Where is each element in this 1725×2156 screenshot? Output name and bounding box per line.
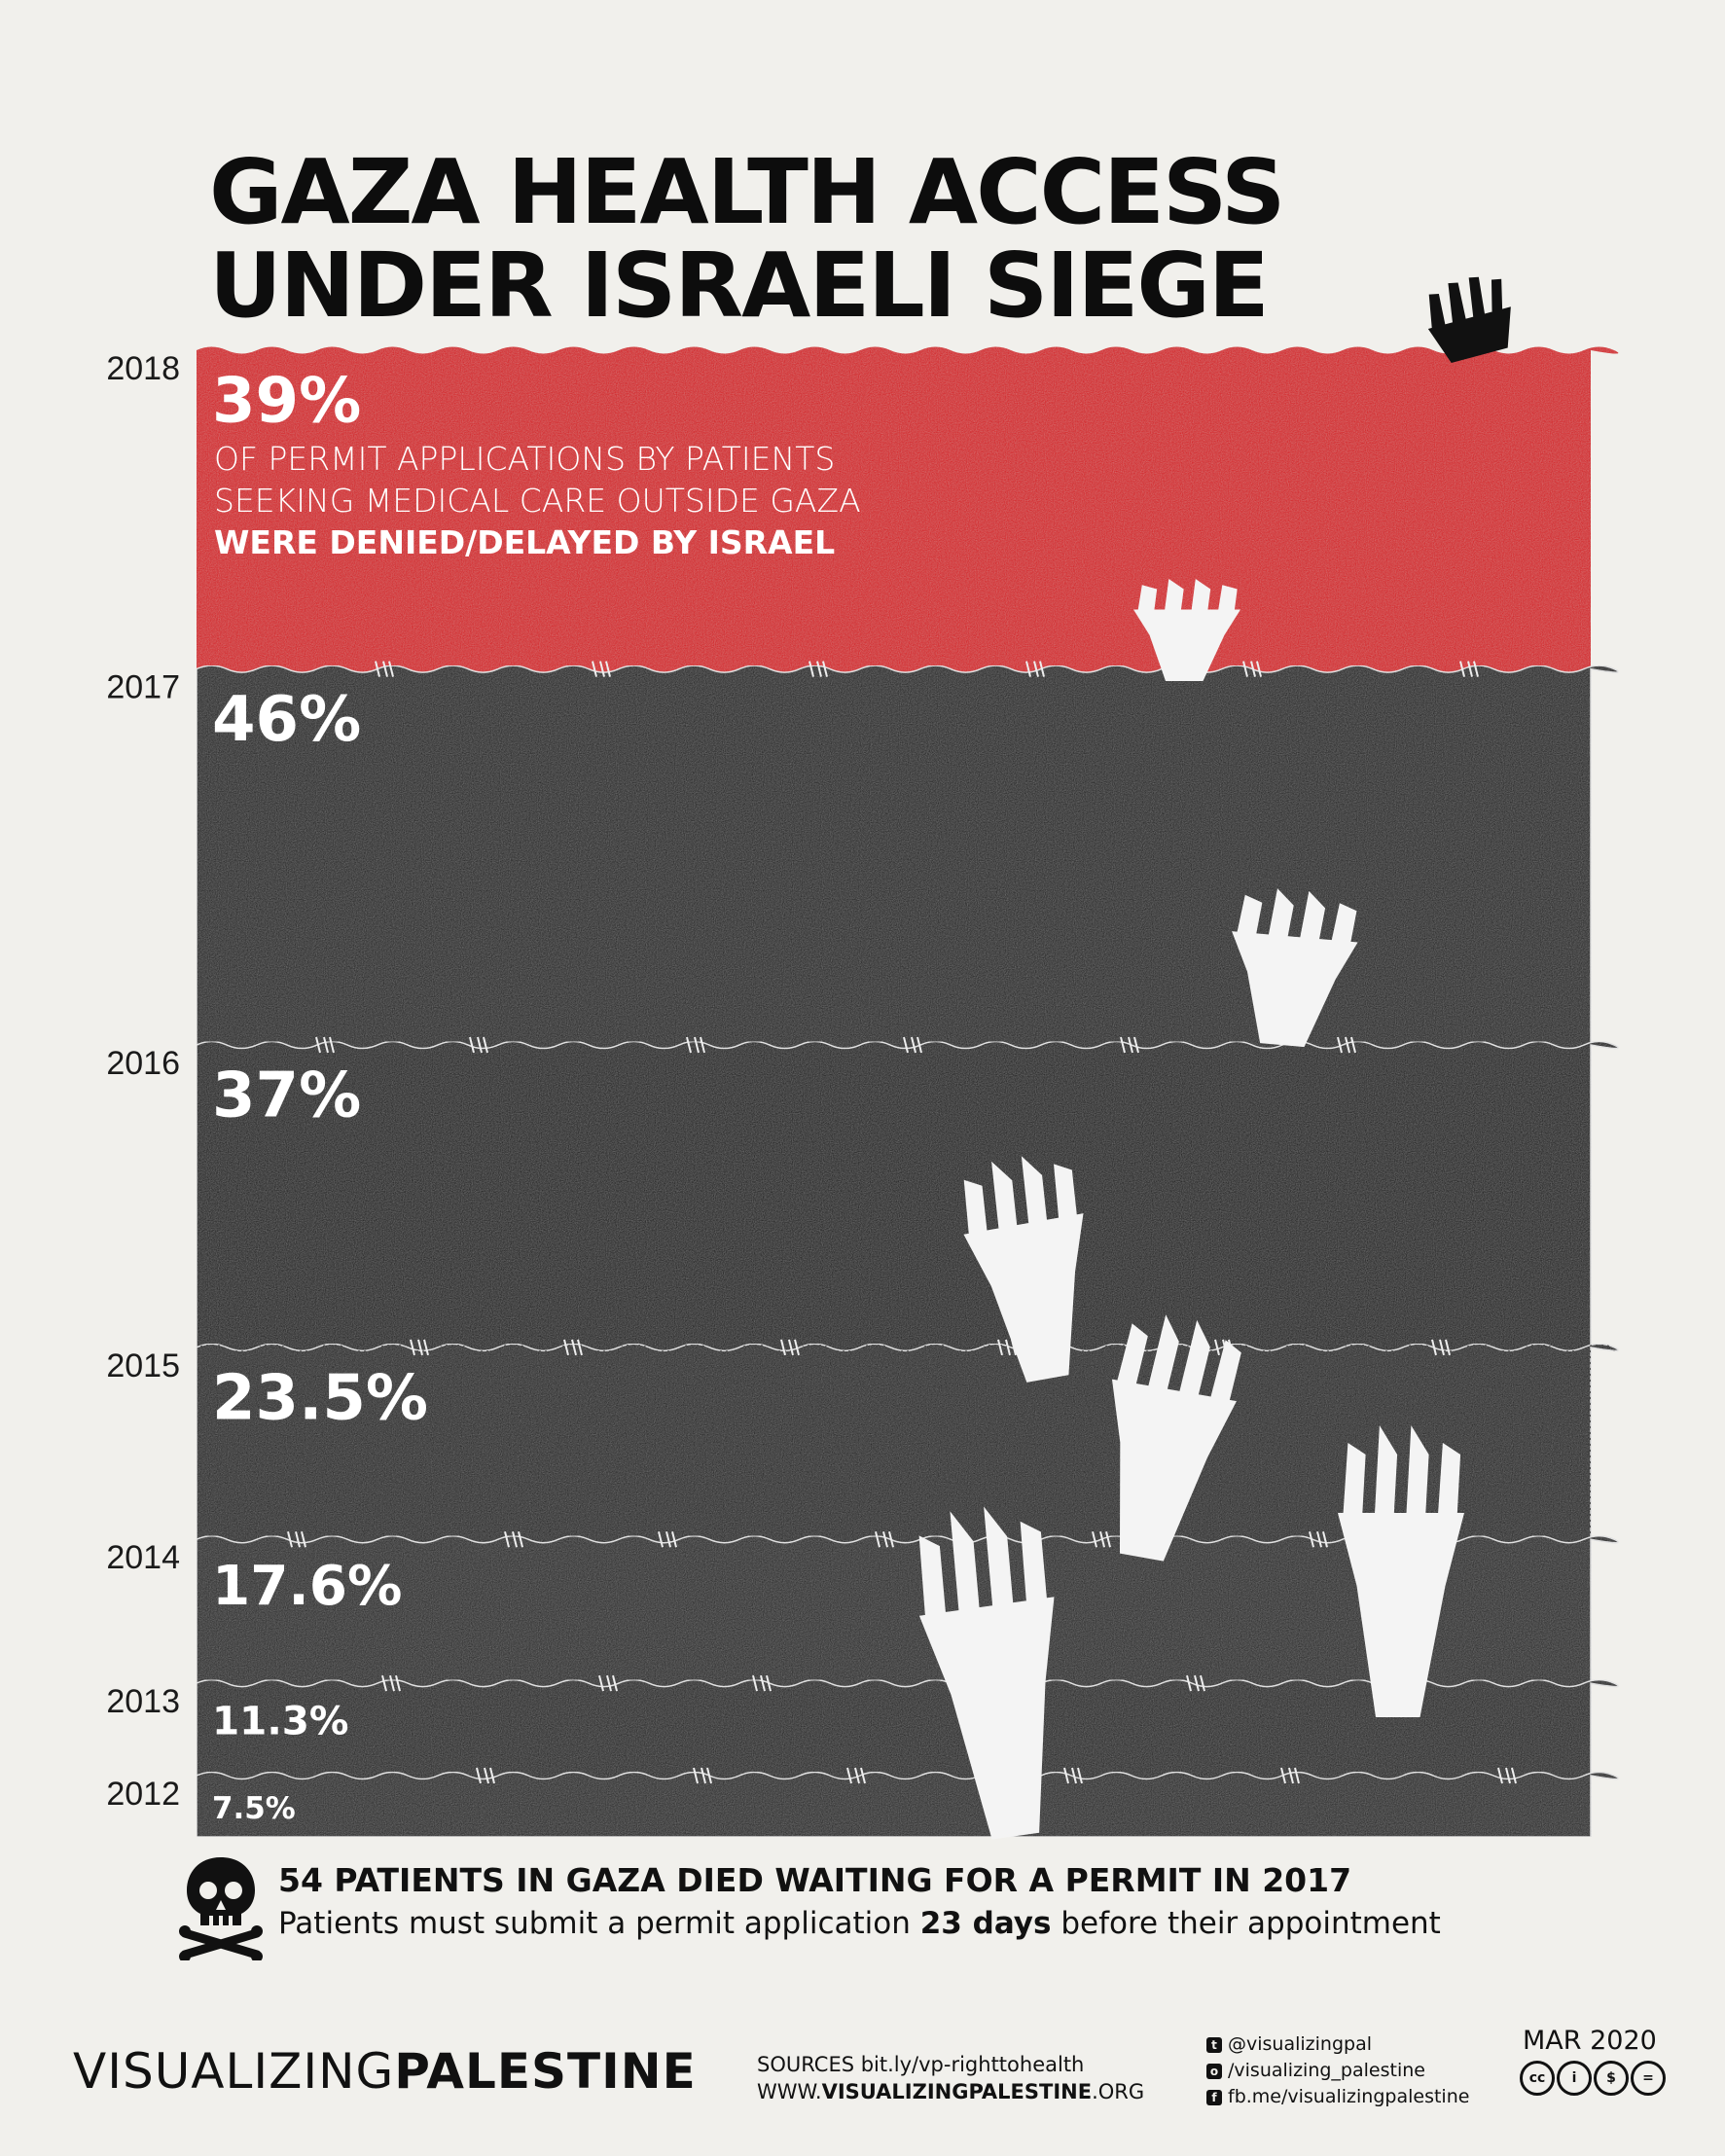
barbed-wire-knot — [903, 1036, 922, 1054]
bar-texture-2015 — [197, 1344, 1619, 1540]
cc-icon: cc — [1520, 2061, 1555, 2096]
barbed-wire-knot — [1309, 1530, 1328, 1548]
barbed-wire-knot — [410, 1339, 429, 1356]
barbed-wire-knot — [1337, 1036, 1356, 1054]
by-icon: i — [1557, 2061, 1592, 2096]
sources-line: SOURCES bit.ly/vp-righttohealth — [757, 2053, 1085, 2076]
value-label-2016: 37% — [212, 1060, 361, 1132]
sources: SOURCES bit.ly/vp-righttohealth WWW.VISU… — [757, 2051, 1144, 2105]
barbed-wire-knot — [658, 1530, 677, 1548]
year-label-2018: 2018 — [106, 350, 180, 387]
instagram-link[interactable]: o/visualizing_palestine — [1206, 2058, 1469, 2084]
description-line-2: SEEKING MEDICAL CARE OUTSIDE GAZA — [214, 482, 861, 520]
value-label-2015: 23.5% — [212, 1362, 428, 1434]
footnote-body: Patients must submit a permit applicatio… — [278, 1906, 1543, 1941]
twitter-icon: t — [1206, 2036, 1222, 2053]
website-line[interactable]: WWW.VISUALIZINGPALESTINE.ORG — [757, 2078, 1144, 2105]
year-label-2014: 2014 — [106, 1539, 180, 1576]
barbed-wire-knot — [315, 1036, 335, 1054]
barbed-wire-knot — [592, 661, 611, 677]
barbed-wire-knot — [1025, 661, 1045, 677]
footnote-title: 54 PATIENTS IN GAZA DIED WAITING FOR A P… — [278, 1861, 1352, 1899]
barbed-wire-knot — [780, 1339, 800, 1356]
facebook-handle: fb.me/visualizingpalestine — [1228, 2086, 1470, 2107]
skull-crossbones-icon — [179, 1857, 263, 1960]
barbed-wire-knot — [598, 1674, 618, 1692]
year-label-2017: 2017 — [106, 669, 180, 706]
description-line-1: OF PERMIT APPLICATIONS BY PATIENTS — [214, 440, 836, 478]
barbed-wire-knot — [809, 661, 828, 677]
brand-bold: PALESTINE — [394, 2043, 697, 2100]
barbed-wire-knot — [1431, 1339, 1451, 1356]
website-bold: VISUALIZINGPALESTINE — [821, 2080, 1093, 2103]
barbed-wire-knot — [563, 1339, 583, 1356]
twitter-handle: @visualizingpal — [1228, 2033, 1373, 2055]
barbed-wire-knot — [686, 1036, 705, 1054]
twitter-link[interactable]: t @visualizingpal — [1206, 2031, 1469, 2058]
year-label-2012: 2012 — [106, 1776, 180, 1813]
reaching-hand-icon — [1111, 1314, 1241, 1562]
value-label-2018: 39% — [212, 366, 361, 438]
reaching-hand-icon — [1338, 1425, 1464, 1717]
footnote-body-bold: 23 days — [919, 1906, 1052, 1941]
facebook-icon: f — [1206, 2089, 1222, 2105]
description: OF PERMIT APPLICATIONS BY PATIENTS SEEKI… — [214, 438, 1090, 563]
year-label-2013: 2013 — [106, 1683, 180, 1720]
barbed-wire-knot — [469, 1036, 488, 1054]
dark-hand-icon — [1427, 276, 1511, 364]
barbed-wire-knot — [1092, 1530, 1111, 1548]
instagram-icon: o — [1206, 2063, 1222, 2079]
website-prefix: WWW. — [757, 2080, 822, 2103]
title-line-1: GAZA HEALTH ACCESS — [209, 140, 1285, 244]
brand-light: VISUALIZING — [73, 2043, 395, 2100]
barbed-wire-knot — [1120, 1036, 1139, 1054]
reaching-hand-icon — [1133, 579, 1240, 681]
barbed-wire-knot — [1063, 1767, 1083, 1784]
barbed-wire-knot — [476, 1767, 495, 1784]
page-title: GAZA HEALTH ACCESS UNDER ISRAELI SIEGE — [209, 146, 1474, 333]
barbed-wire-knot — [752, 1674, 772, 1692]
publish-date: MAR 2020 — [1523, 2026, 1657, 2056]
instagram-handle: /visualizing_palestine — [1228, 2060, 1425, 2081]
value-label-2017: 46% — [212, 684, 361, 756]
reaching-hand-icon — [918, 1506, 1055, 1840]
labels-layer: 2018 39% 2017 46% 2016 37% 2015 23.5% 2014 17.6% 2… — [106, 350, 428, 1826]
reaching-hand-icon — [963, 1156, 1084, 1383]
barbed-wire-knot — [1242, 661, 1262, 677]
barbed-wire-knot — [1497, 1767, 1517, 1784]
barbed-wire-knot — [875, 1530, 894, 1548]
barbed-wire-knot — [846, 1767, 866, 1784]
barbed-wire-knot — [381, 1674, 401, 1692]
facebook-link[interactable]: f fb.me/visualizingpalestine — [1206, 2084, 1469, 2110]
nd-icon: = — [1631, 2061, 1666, 2096]
website-suffix: .ORG — [1092, 2080, 1145, 2103]
bar-2012 — [196, 1771, 1620, 1838]
value-label-2014: 17.6% — [212, 1555, 402, 1618]
license-icons: cc i $ = — [1520, 2061, 1668, 2096]
year-label-2016: 2016 — [106, 1045, 180, 1082]
barbed-wire-knot — [1186, 1674, 1205, 1692]
footnote-body-start: Patients must submit a permit applicatio… — [278, 1906, 920, 1941]
year-label-2015: 2015 — [106, 1348, 180, 1384]
footnote-body-end: before their appointment — [1051, 1906, 1441, 1941]
barbed-wire-knot — [693, 1767, 712, 1784]
barbed-wire-knot — [1280, 1767, 1300, 1784]
value-label-2013: 11.3% — [212, 1698, 348, 1744]
reaching-hand-icon — [1232, 888, 1358, 1048]
social-links: t @visualizingpal o/visualizing_palestine… — [1206, 2031, 1469, 2110]
barbed-wire-knot — [287, 1530, 306, 1548]
barbed-wire-knot — [1459, 661, 1479, 677]
barbed-wire-knot — [504, 1530, 523, 1548]
hands-layer — [918, 276, 1511, 1840]
barbed-wire-knot — [375, 661, 394, 677]
title-line-2: UNDER ISRAELI SIEGE — [209, 234, 1270, 338]
description-line-3: WERE DENIED/DELAYED BY ISRAEL — [214, 523, 836, 561]
brand-logo: VISUALIZINGPALESTINE — [73, 2043, 697, 2100]
nc-icon: $ — [1594, 2061, 1629, 2096]
value-label-2012: 7.5% — [212, 1791, 296, 1826]
